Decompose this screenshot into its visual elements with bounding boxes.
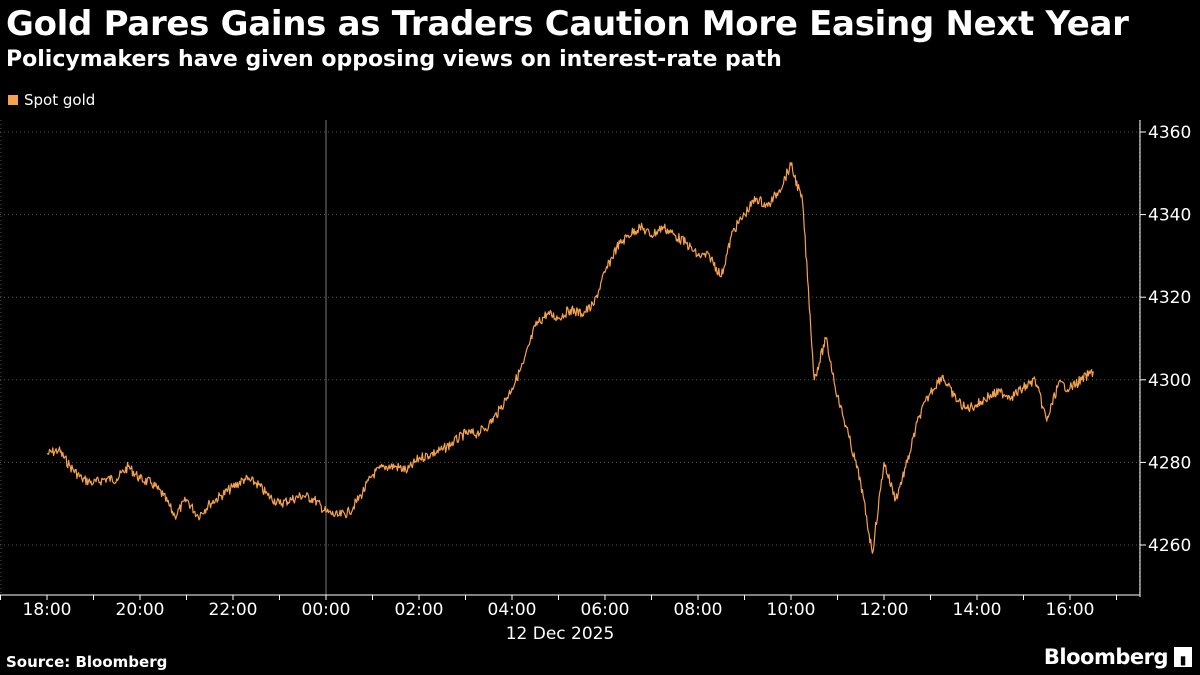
x-tick-label: 00:00 [302, 600, 351, 620]
x-date-label: 12 Dec 2025 [506, 624, 615, 644]
legend-swatch [8, 95, 18, 105]
y-tick-label: 4300 [1148, 371, 1191, 391]
x-tick-label: 06:00 [581, 600, 630, 620]
x-tick-label: 16:00 [1046, 600, 1095, 620]
x-tick-label: 22:00 [209, 600, 258, 620]
y-tick-label: 4280 [1148, 453, 1191, 473]
x-tick-label: 04:00 [488, 600, 537, 620]
x-tick-label: 10:00 [767, 600, 816, 620]
legend: Spot gold [8, 91, 95, 109]
x-tick-label: 18:00 [23, 600, 72, 620]
chart-title: Gold Pares Gains as Traders Caution More… [6, 4, 1129, 44]
x-tick-label: 14:00 [953, 600, 1002, 620]
x-tick-label: 02:00 [395, 600, 444, 620]
brand-logo: Bloomberg ▮ [1044, 645, 1192, 669]
y-tick-label: 4340 [1148, 206, 1191, 226]
x-tick-label: 08:00 [674, 600, 723, 620]
y-tick-label: 4320 [1148, 288, 1191, 308]
brand-wordmark: Bloomberg [1043, 645, 1169, 669]
series-line-spot-gold [46, 162, 1094, 554]
chart-icon: ▮ [1174, 647, 1192, 667]
x-tick-label: 12:00 [860, 600, 909, 620]
x-tick-label: 20:00 [116, 600, 165, 620]
y-tick-label: 4260 [1148, 536, 1191, 556]
source-note: Source: Bloomberg [6, 653, 168, 671]
y-tick-label: 4360 [1148, 123, 1191, 143]
chart-subtitle: Policymakers have given opposing views o… [6, 47, 782, 72]
legend-label: Spot gold [24, 91, 96, 109]
